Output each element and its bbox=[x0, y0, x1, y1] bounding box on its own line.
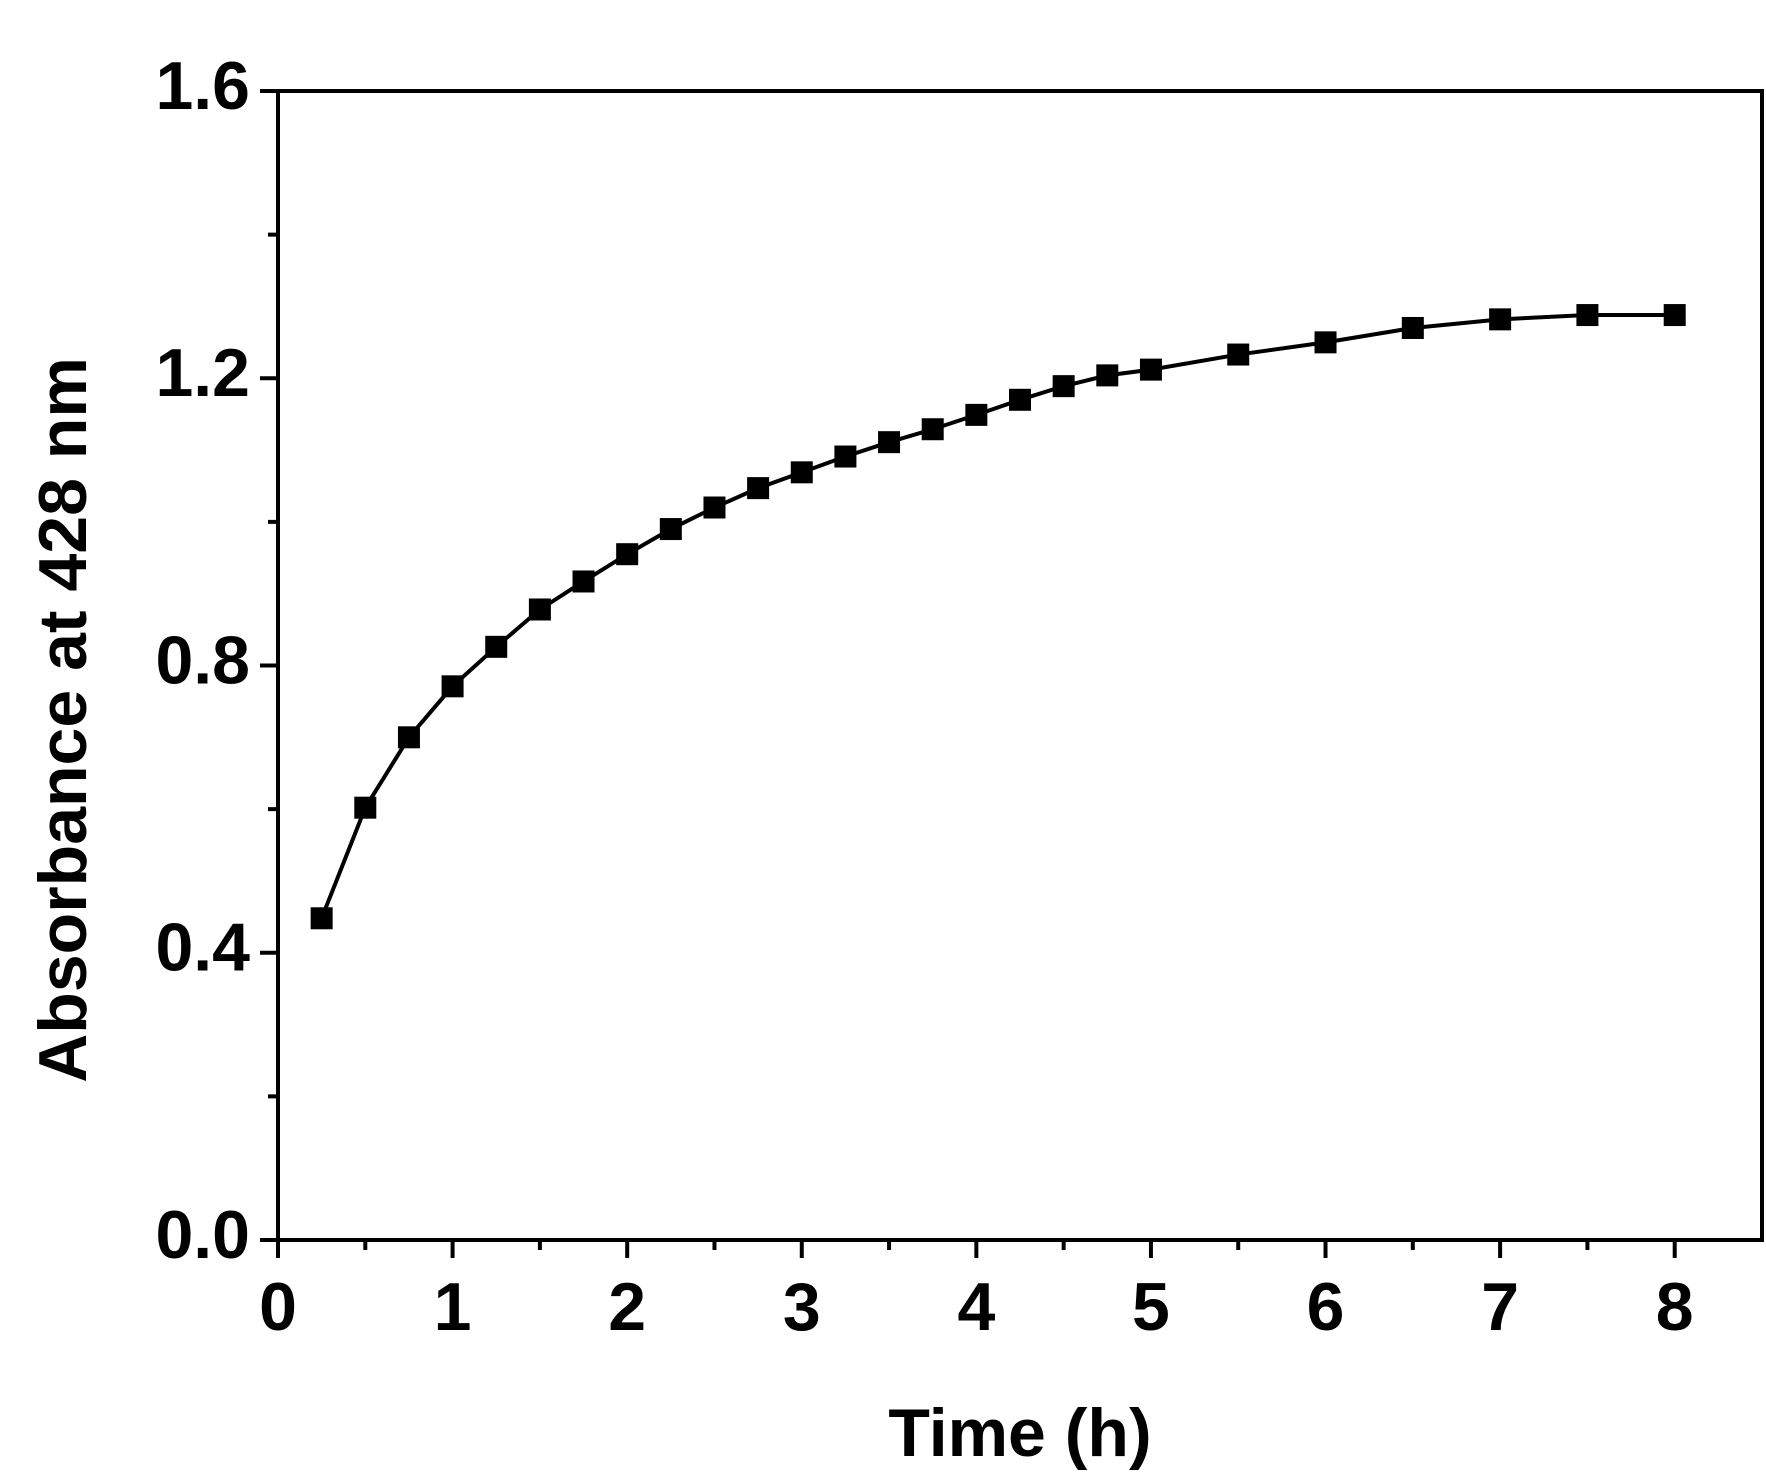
x-tick-label: 0 bbox=[259, 1269, 297, 1345]
marker bbox=[485, 635, 508, 658]
x-tick-label: 8 bbox=[1656, 1269, 1694, 1345]
y-tick-label: 0.4 bbox=[155, 910, 250, 986]
marker bbox=[1009, 388, 1031, 411]
marker bbox=[528, 598, 551, 621]
y-tick-label: 1.2 bbox=[155, 335, 250, 411]
marker bbox=[354, 796, 377, 819]
x-tick-label: 2 bbox=[608, 1269, 646, 1345]
x-tick-label: 6 bbox=[1307, 1269, 1345, 1345]
marker bbox=[616, 543, 639, 566]
marker bbox=[1663, 304, 1686, 327]
marker bbox=[921, 418, 944, 441]
x-tick-label: 3 bbox=[783, 1269, 821, 1345]
x-axis-title: Time (h) bbox=[888, 1395, 1151, 1471]
marker bbox=[310, 907, 333, 930]
y-tick-label: 0.0 bbox=[155, 1197, 250, 1273]
marker bbox=[1401, 316, 1424, 339]
x-tick-label: 4 bbox=[957, 1269, 995, 1345]
marker bbox=[1227, 343, 1250, 366]
marker bbox=[965, 403, 988, 426]
y-axis-title: Absorbance at 428 nm bbox=[25, 357, 101, 1083]
plot-frame bbox=[276, 89, 1764, 1242]
marker bbox=[790, 461, 813, 484]
marker bbox=[1489, 308, 1512, 331]
y-tick-label: 1.6 bbox=[155, 48, 250, 124]
x-tick-label: 7 bbox=[1481, 1269, 1519, 1345]
marker bbox=[572, 570, 595, 593]
marker bbox=[878, 431, 901, 454]
marker bbox=[1314, 331, 1337, 354]
x-tick-label: 5 bbox=[1132, 1269, 1170, 1345]
marker bbox=[659, 518, 682, 541]
marker bbox=[703, 496, 726, 519]
marker bbox=[441, 675, 464, 698]
x-tick-label: 1 bbox=[434, 1269, 472, 1345]
marker bbox=[1576, 304, 1599, 327]
series-line bbox=[319, 313, 1675, 920]
marker bbox=[1096, 364, 1119, 387]
marker bbox=[1052, 375, 1075, 398]
marker bbox=[1139, 358, 1162, 381]
y-tick-label: 0.8 bbox=[155, 622, 250, 698]
marker bbox=[747, 477, 770, 500]
marker bbox=[834, 445, 857, 468]
marker bbox=[397, 726, 420, 749]
